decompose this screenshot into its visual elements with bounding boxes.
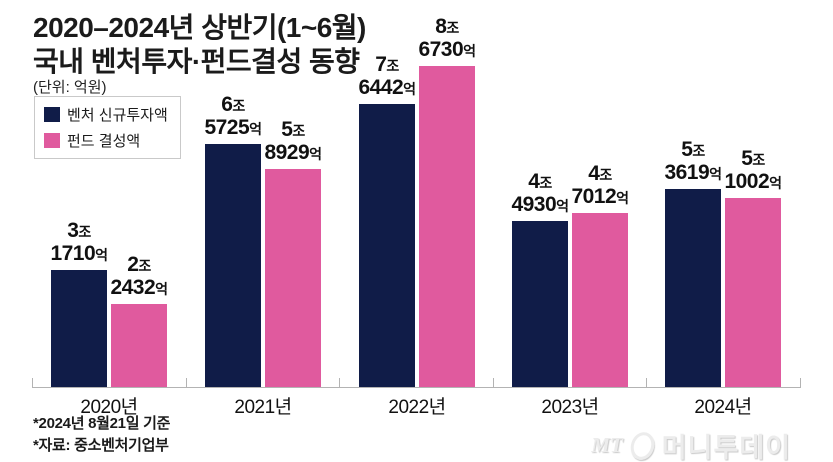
- value-label-fund-2024: 5조 1002억: [724, 147, 782, 193]
- legend-item-label: 펀드 결성액: [67, 133, 141, 150]
- bar-fund-2022: [419, 66, 475, 387]
- x-axis-tick-3: [493, 378, 494, 387]
- bar-fund-2023: [572, 213, 628, 387]
- footnote-source: *자료: 중소벤처기업부: [33, 437, 169, 454]
- legend-item-0: 벤처 신규투자액: [44, 104, 168, 125]
- bar-venture-2020: [51, 270, 107, 387]
- x-axis-tick-0: [32, 378, 33, 387]
- x-axis-tick-4: [646, 378, 647, 387]
- x-axis-label-2024: 2024년: [694, 397, 752, 418]
- bar-venture-2021: [205, 144, 261, 387]
- x-axis-tick-1: [186, 378, 187, 387]
- watermark-logo: MT 머니투데이: [591, 426, 791, 462]
- x-axis-tick-2: [339, 378, 340, 387]
- legend-swatch-icon: [44, 107, 60, 122]
- value-label-venture-2022: 7조 6442억: [358, 53, 416, 99]
- watermark-brand-name: 머니투데이: [661, 433, 791, 462]
- legend-item-1: 펀드 결성액: [44, 130, 168, 151]
- footnote-date: *2024년 8월21일 기준: [33, 415, 171, 432]
- x-axis-tick-5: [800, 378, 801, 387]
- value-label-venture-2020: 3조 1710억: [50, 219, 108, 265]
- mt-monogram: MT: [591, 433, 623, 457]
- bar-fund-2021: [265, 169, 321, 387]
- legend-item-label: 벤처 신규투자액: [67, 107, 168, 124]
- bar-fund-2024: [725, 198, 781, 387]
- value-label-venture-2023: 4조 4930억: [511, 170, 569, 216]
- page-title-line2: 국내 벤처투자·펀드결성 동향: [33, 46, 360, 77]
- x-axis-label-2020: 2020년: [80, 397, 138, 418]
- value-label-venture-2021: 6조 5725억: [204, 93, 262, 139]
- value-label-venture-2024: 5조 3619억: [664, 138, 722, 184]
- unit-label: (단위: 억원): [33, 79, 107, 96]
- x-axis-label-2022: 2022년: [388, 397, 446, 418]
- bar-venture-2022: [359, 104, 415, 387]
- value-label-fund-2022: 8조 6730억: [418, 15, 476, 61]
- x-axis-line: [32, 387, 801, 388]
- moneytoday-circle-icon: [627, 428, 658, 462]
- legend-swatch-icon: [44, 133, 60, 148]
- bar-fund-2020: [111, 304, 167, 387]
- page-title-line1: 2020–2024년 상반기(1~6월): [33, 12, 366, 43]
- x-axis-label-2023: 2023년: [541, 397, 599, 418]
- value-label-fund-2021: 5조 8929억: [264, 118, 322, 164]
- bar-venture-2024: [665, 189, 721, 387]
- x-axis-label-2021: 2021년: [234, 397, 292, 418]
- bar-venture-2023: [512, 221, 568, 387]
- value-label-fund-2020: 2조 2432억: [110, 253, 168, 299]
- value-label-fund-2023: 4조 7012억: [571, 162, 629, 208]
